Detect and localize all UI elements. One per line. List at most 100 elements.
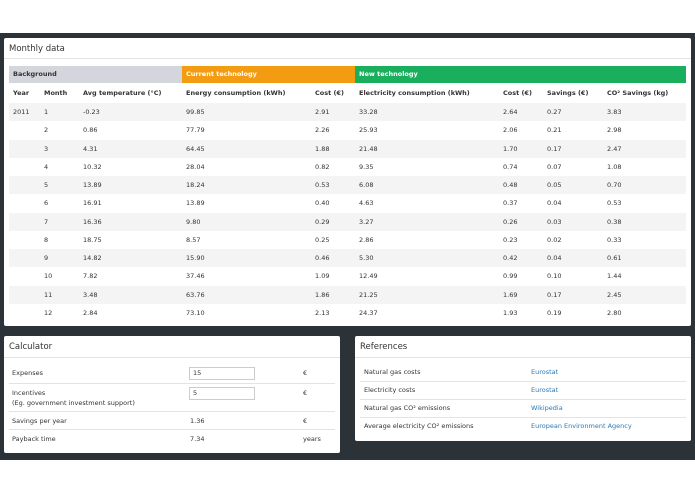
cell: 25.93 <box>359 126 378 135</box>
cell: 7 <box>44 217 49 226</box>
cell: 3.83 <box>607 108 622 116</box>
cell: 1.88 <box>315 144 330 153</box>
cell: 0.07 <box>547 162 562 171</box>
column-header: Avg temperature (°C) <box>83 89 162 97</box>
cell: 64.45 <box>186 144 205 153</box>
input-field[interactable]: 5 <box>189 387 255 400</box>
cell: 0.99 <box>503 272 518 281</box>
cell: 2.13 <box>315 308 330 317</box>
row-stripe <box>9 103 686 121</box>
value: 1.36 <box>190 417 205 425</box>
cell: 13.89 <box>186 199 205 208</box>
cell: 0.17 <box>547 144 562 153</box>
cell: 0.38 <box>607 217 622 226</box>
cell: 3.27 <box>359 217 374 226</box>
label: Electricity costs <box>364 386 416 394</box>
column-header: Energy consumption (kWh) <box>186 89 286 97</box>
panel-title: Monthly data <box>9 44 65 54</box>
cell: 6 <box>44 199 49 208</box>
cell: 1.08 <box>607 162 622 171</box>
cell: 0.03 <box>547 217 562 226</box>
cell: 73.10 <box>186 308 205 317</box>
separator <box>360 417 686 418</box>
cell: 18.24 <box>186 181 205 189</box>
separator <box>9 411 335 412</box>
unit: € <box>303 369 308 377</box>
row-stripe <box>9 176 686 194</box>
cell: 0.19 <box>547 308 562 317</box>
cell: 15.90 <box>186 254 205 262</box>
cell: 0.37 <box>503 199 518 208</box>
cell: 3 <box>44 144 49 153</box>
value: 7.34 <box>190 435 205 443</box>
link[interactable]: Eurostat <box>531 386 559 394</box>
cell: 21.25 <box>359 290 378 299</box>
column-header: CO² Savings (kg) <box>607 89 669 97</box>
cell: 99.85 <box>186 108 205 116</box>
cell: 7.82 <box>83 272 98 281</box>
group-header: Current technology <box>182 66 355 83</box>
cell: 2.86 <box>359 235 374 244</box>
cell: 2.45 <box>607 290 622 299</box>
cell: 0.25 <box>315 235 330 244</box>
unit: € <box>303 417 308 425</box>
cell: 21.48 <box>359 144 378 153</box>
cell: 0.17 <box>547 290 562 299</box>
cell: 0.33 <box>607 235 622 244</box>
cell: 2.98 <box>607 126 622 135</box>
label: Average electricity CO² emissions <box>364 422 474 430</box>
cell: 9.35 <box>359 162 374 171</box>
panel-title: Calculator <box>9 342 53 352</box>
input-field[interactable]: 15 <box>189 367 255 380</box>
cell: 63.76 <box>186 290 205 299</box>
cell: 0.53 <box>607 199 622 208</box>
cell: 16.36 <box>83 217 102 226</box>
separator <box>355 357 691 358</box>
cell: 12.49 <box>359 272 378 281</box>
separator <box>9 383 335 384</box>
cell: 2011 <box>13 108 30 116</box>
cell: 0.70 <box>607 181 622 189</box>
cell: 33.28 <box>359 108 378 116</box>
cell: 5 <box>44 181 49 189</box>
label: Payback time <box>12 435 56 443</box>
label: Expenses <box>12 369 43 377</box>
separator <box>9 429 335 430</box>
references-panel <box>355 336 691 441</box>
link[interactable]: Eurostat <box>531 368 559 376</box>
cell: 2.91 <box>315 108 330 116</box>
cell: 0.21 <box>547 126 562 135</box>
panel-title: References <box>360 342 408 352</box>
column-header: Cost (€) <box>503 89 532 97</box>
cell: 0.26 <box>503 217 518 226</box>
calculator-panel <box>4 336 340 453</box>
cell: 11 <box>44 290 53 299</box>
cell: 1.86 <box>315 290 330 299</box>
cell: 0.53 <box>315 181 330 189</box>
cell: 0.74 <box>503 162 518 171</box>
group-header: Background <box>9 66 182 83</box>
cell: 37.46 <box>186 272 205 281</box>
separator <box>4 58 691 59</box>
cell: 77.79 <box>186 126 205 135</box>
label: Natural gas costs <box>364 368 421 376</box>
link[interactable]: European Environment Agency <box>531 422 632 430</box>
cell: 9 <box>44 254 49 262</box>
cell: 12 <box>44 308 53 317</box>
row-stripe <box>9 212 686 231</box>
row-stripe <box>9 285 686 304</box>
cell: 0.27 <box>547 108 562 116</box>
separator <box>4 357 340 358</box>
column-header: Month <box>44 89 68 97</box>
label: Natural gas CO² emissions <box>364 404 451 412</box>
cell: 8 <box>44 235 49 244</box>
cell: 24.37 <box>359 308 378 317</box>
cell: 0.42 <box>503 254 518 262</box>
column-header: Cost (€) <box>315 89 344 97</box>
cell: -0.23 <box>83 108 100 116</box>
cell: 16.91 <box>83 199 102 208</box>
cell: 0.02 <box>547 235 562 244</box>
cell: 2 <box>44 126 49 135</box>
link[interactable]: Wikipedia <box>531 404 563 412</box>
cell: 0.40 <box>315 199 330 208</box>
